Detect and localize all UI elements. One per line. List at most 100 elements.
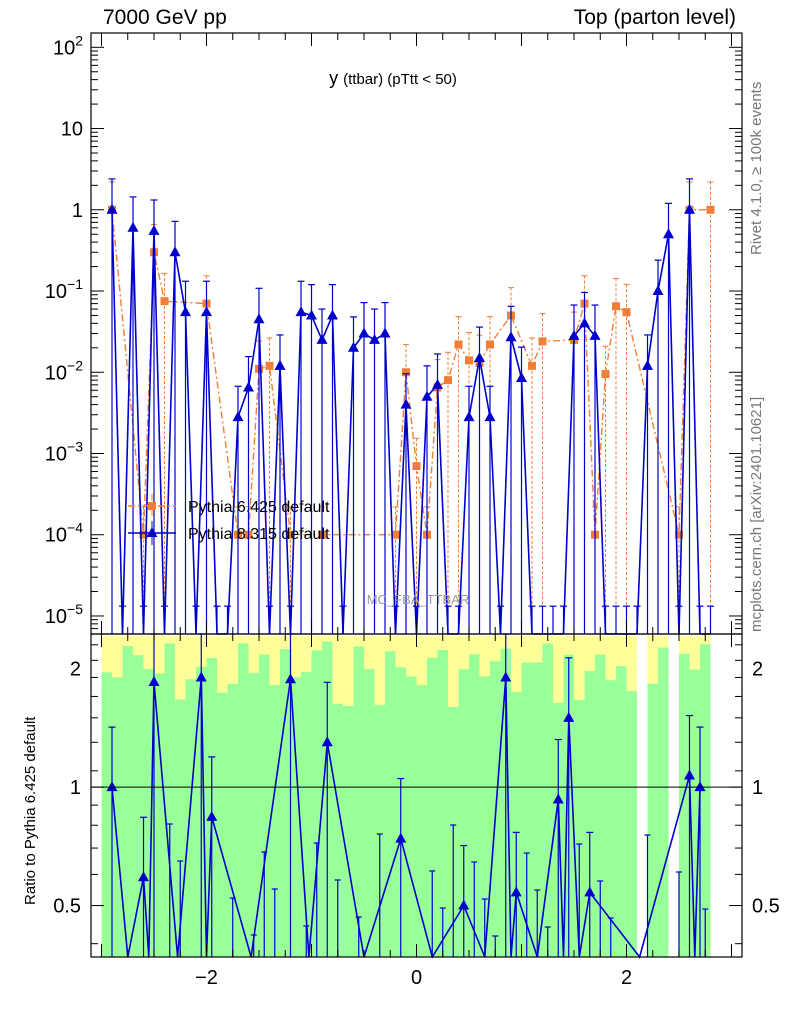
ratio-band-green	[280, 649, 291, 957]
ratio-point	[321, 736, 333, 747]
ratio-band-green	[112, 677, 123, 957]
ratio-band-green	[647, 683, 658, 957]
main-y-tick-label-base: 10	[45, 362, 67, 384]
ratio-band-green	[227, 684, 238, 957]
ratio-point	[395, 832, 407, 843]
ratio-band-green	[364, 669, 375, 957]
main-y-tick-label: 102	[53, 32, 83, 59]
ratio-band-green	[175, 699, 186, 957]
ratio-point	[195, 671, 207, 682]
main-y-tick-label-exponent: −4	[67, 520, 83, 536]
header-energy: 7000 GeV pp	[103, 6, 227, 29]
pythia8-point	[106, 203, 118, 214]
ratio-point	[694, 781, 706, 792]
pythia8-point	[316, 333, 328, 344]
ratio-band-green	[542, 643, 553, 957]
pythia6-point	[465, 356, 473, 365]
ratio-band-green	[185, 679, 196, 957]
ratio-y-tick-label-left: 1	[70, 777, 81, 799]
pythia6-point	[612, 302, 620, 311]
pythia8-point	[232, 411, 244, 422]
pythia8-point	[568, 329, 580, 340]
legend: Pythia 6.425 default Pythia 8.315 default	[128, 494, 330, 545]
main-y-tick-label-exponent: 2	[75, 32, 83, 48]
ratio-band-green	[259, 654, 270, 957]
plot-title: y (ttbar) (pTtt < 50)	[0, 68, 786, 89]
pythia8-point	[295, 306, 307, 317]
ratio-band-green	[269, 685, 280, 957]
ratio-band-green	[679, 653, 690, 957]
ratio-band-green	[416, 685, 427, 957]
pythia6-point	[538, 337, 547, 346]
ratio-band-green	[700, 644, 711, 957]
ratio-point	[138, 871, 149, 882]
pythia6-point	[444, 376, 452, 385]
plot-title-suffix: (ttbar) (pTtt < 50)	[343, 71, 457, 88]
pythia8-point	[369, 333, 380, 344]
pythia6-point	[139, 530, 148, 539]
ratio-band-green	[406, 676, 417, 957]
ratio-point	[563, 711, 575, 722]
pythia6-point	[675, 530, 683, 539]
main-y-tick-label-exponent: −2	[67, 357, 83, 373]
ratio-band-green	[301, 672, 312, 957]
ratio-band-green	[605, 680, 616, 957]
pythia8-point	[432, 378, 443, 389]
ratio-point	[148, 675, 160, 686]
main-y-tick-label: 10−3	[45, 438, 83, 465]
ratio-band-green	[143, 669, 154, 957]
pythia6-point	[601, 370, 610, 379]
pythia8-point	[421, 390, 433, 401]
ratio-band-green	[469, 654, 480, 957]
ratio-point	[106, 781, 118, 792]
ratio-band-green	[133, 655, 144, 957]
ratio-band-green	[154, 673, 165, 957]
pythia8-point	[274, 359, 286, 370]
pythia8-point	[148, 224, 160, 235]
main-y-tick-label-base: 10	[53, 37, 75, 59]
ratio-band-green	[290, 677, 301, 957]
pythia8-point	[484, 411, 496, 422]
main-y-tick-label: 1	[72, 200, 83, 222]
main-y-tick-label-exponent: −5	[67, 601, 83, 617]
pythia8-point	[400, 398, 412, 409]
ratio-band-green	[574, 699, 585, 957]
legend-label: Pythia 6.425 default	[188, 499, 330, 516]
pythia8-point	[684, 203, 695, 214]
pythia8-point	[463, 411, 475, 422]
x-tick-label: 0	[411, 967, 422, 989]
pythia8-point	[327, 309, 338, 320]
main-y-tick-label-base: 10	[45, 606, 67, 628]
pythia8-point	[589, 329, 601, 340]
ratio-point	[584, 886, 596, 897]
ratio-band-green	[437, 649, 448, 957]
pythia8-point	[127, 221, 139, 232]
pythia8-point	[474, 351, 485, 362]
pythia8-point	[180, 306, 191, 317]
ratio-band-green	[164, 643, 175, 957]
pythia8-point	[253, 313, 265, 324]
pythia6-point	[402, 368, 410, 377]
pythia8-point	[505, 331, 517, 342]
header-process: Top (parton level)	[573, 6, 736, 29]
x-tick-label: −2	[195, 967, 218, 989]
main-y-tick-label-base: 1	[72, 200, 83, 222]
main-plot-series	[106, 178, 715, 635]
pythia6-line	[111, 209, 711, 536]
ratio-band-green	[248, 672, 259, 957]
legend-label: Pythia 8.315 default	[188, 526, 330, 543]
ratio-point	[500, 671, 512, 682]
ratio-y-tick-label-left: 2	[70, 659, 81, 681]
legend-marker-triangle	[146, 527, 158, 537]
ratio-band-green	[689, 669, 700, 957]
ratio-band-green	[374, 704, 385, 957]
pythia8-point	[663, 228, 674, 239]
pythia8-point	[516, 371, 527, 382]
ratio-point	[510, 886, 522, 897]
ratio-band-green	[658, 647, 669, 957]
pythia6-point	[391, 530, 400, 539]
main-y-tick-label-base: 10	[45, 443, 67, 465]
main-y-tick-label: 10−4	[45, 520, 83, 547]
ratio-band-green	[311, 650, 322, 957]
